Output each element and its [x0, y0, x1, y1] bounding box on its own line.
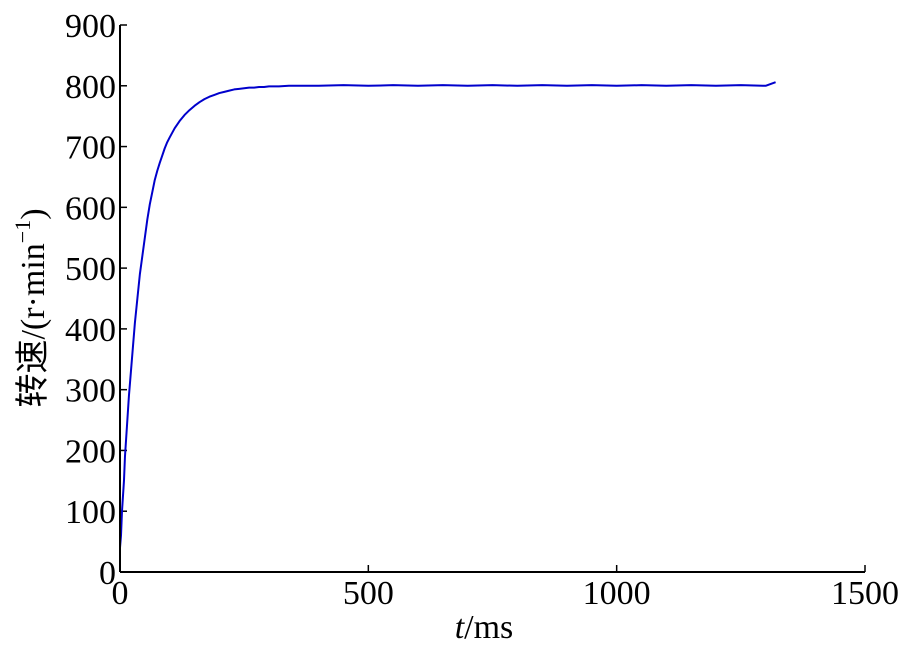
- y-tick-label: 300: [65, 373, 116, 410]
- x-tick-label: 1000: [583, 575, 651, 612]
- y-tick-label: 0: [99, 555, 116, 592]
- speed-series-line: [119, 81, 776, 548]
- y-tick-label: 200: [65, 433, 116, 470]
- y-tick-label: 700: [65, 130, 116, 167]
- y-tick-label: 800: [65, 69, 116, 106]
- y-axis-title: 转速/(r·min−1): [10, 208, 52, 407]
- x-tick-label: 1500: [831, 575, 899, 612]
- y-tick-label: 500: [65, 251, 116, 288]
- y-tick-label: 400: [65, 312, 116, 349]
- y-tick-label: 100: [65, 494, 116, 531]
- x-tick-label: 500: [343, 575, 394, 612]
- y-tick-label: 600: [65, 190, 116, 227]
- tick-layer: 0 500 1000 1500 0 100 200 300 400 500 600 700 800 900: [65, 8, 899, 612]
- x-tick-label: 0: [112, 575, 129, 612]
- x-axis-title: t/ms: [455, 609, 514, 646]
- y-tick-label: 900: [65, 8, 116, 45]
